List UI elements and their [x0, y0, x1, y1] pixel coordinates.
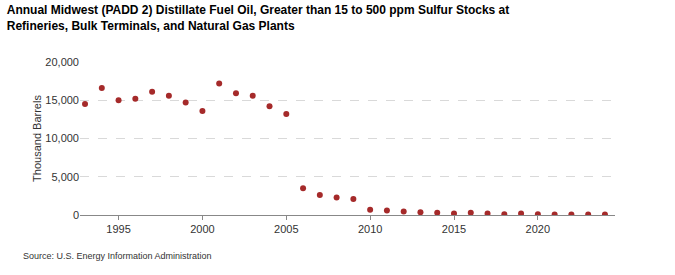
svg-text:2015: 2015 [442, 223, 466, 235]
svg-text:2010: 2010 [358, 223, 382, 235]
svg-text:20,000: 20,000 [45, 56, 79, 68]
svg-text:Annual Midwest (PADD 2) Distil: Annual Midwest (PADD 2) Distillate Fuel … [7, 3, 510, 33]
svg-text:15,000: 15,000 [45, 94, 79, 106]
svg-text:5,000: 5,000 [51, 171, 79, 183]
svg-text:2020: 2020 [526, 223, 550, 235]
svg-text:Thousand Barrels: Thousand Barrels [31, 95, 43, 182]
svg-text:2005: 2005 [274, 223, 298, 235]
svg-text:0: 0 [73, 209, 79, 221]
svg-text:1995: 1995 [106, 223, 130, 235]
svg-text:Source: U.S. Energy Informatio: Source: U.S. Energy Information Administ… [23, 251, 212, 261]
svg-text:2000: 2000 [190, 223, 214, 235]
svg-text:10,000: 10,000 [45, 132, 79, 144]
